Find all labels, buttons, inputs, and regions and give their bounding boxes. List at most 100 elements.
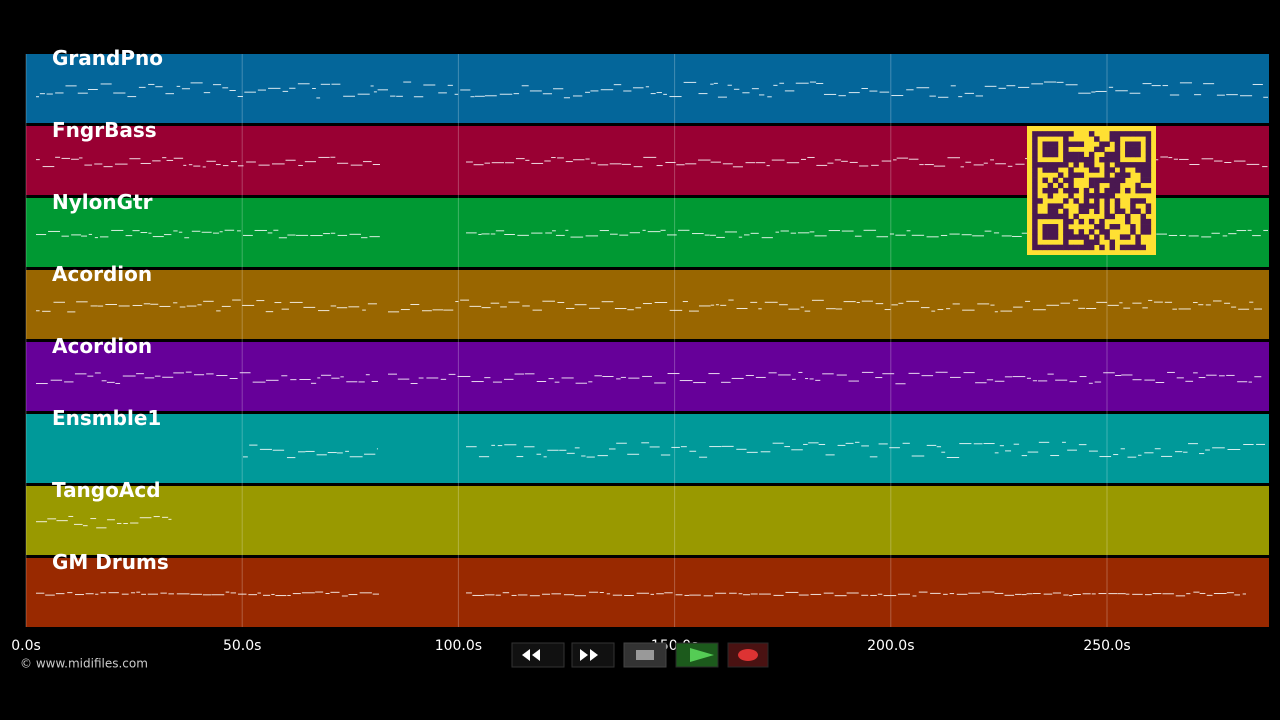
qr-cell — [1145, 131, 1152, 137]
qr-cell — [1052, 224, 1059, 230]
qr-cell — [1088, 244, 1095, 251]
qr-cell — [1032, 162, 1038, 168]
qr-cell — [1104, 193, 1110, 199]
qr-cell — [1042, 167, 1048, 173]
qr-cell — [1109, 193, 1116, 199]
qr-cell — [1047, 182, 1054, 189]
qr-cell — [1140, 177, 1146, 184]
qr-cell — [1094, 187, 1100, 194]
qr-cell — [1094, 234, 1100, 240]
qr-cell — [1114, 224, 1121, 230]
qr-cell — [1130, 146, 1136, 153]
qr-cell — [1094, 239, 1100, 245]
qr-cell — [1052, 162, 1059, 168]
qr-cell — [1068, 141, 1074, 147]
qr-cell — [1047, 131, 1054, 137]
qr-cell — [1068, 151, 1074, 158]
qr-cell — [1083, 208, 1090, 215]
qr-cell — [1140, 218, 1146, 225]
qr-cell — [1032, 151, 1038, 158]
qr-cell — [1057, 182, 1064, 189]
qr-cell — [1073, 156, 1079, 163]
qr-cell — [1032, 239, 1038, 245]
qr-cell — [1109, 131, 1116, 137]
qr-cell — [1140, 131, 1146, 137]
qr-cell — [1119, 167, 1126, 173]
qr-cell — [1032, 244, 1038, 251]
qr-cell — [1068, 218, 1074, 225]
track-name: FngrBass — [52, 118, 157, 142]
qr-cell — [1047, 146, 1054, 153]
qr-cell — [1052, 203, 1059, 209]
qr-cell — [1104, 167, 1110, 173]
qr-cell — [1130, 162, 1136, 168]
qr-cell — [1052, 146, 1059, 153]
qr-cell — [1063, 234, 1069, 240]
qr-cell — [1068, 244, 1074, 251]
qr-cell — [1052, 187, 1059, 194]
rewind-button[interactable] — [511, 642, 565, 668]
stop-button[interactable] — [623, 642, 667, 668]
qr-cell — [1114, 177, 1121, 184]
record-button[interactable] — [727, 642, 769, 668]
qr-cell — [1104, 177, 1110, 184]
qr-cell — [1063, 156, 1069, 163]
qr-cell — [1032, 224, 1038, 230]
qr-cell — [1135, 141, 1141, 147]
qr-cell — [1104, 187, 1110, 194]
qr-cell — [1063, 141, 1069, 147]
qr-cell — [1130, 229, 1136, 235]
forward-button[interactable] — [571, 642, 615, 668]
qr-cell — [1104, 208, 1110, 215]
qr-cell — [1063, 244, 1069, 251]
qr-cell — [1114, 131, 1121, 137]
qr-cell — [1078, 218, 1085, 225]
qr-cell — [1042, 177, 1048, 184]
qr-cell — [1088, 229, 1095, 235]
qr-cell — [1135, 131, 1141, 137]
play-button[interactable] — [675, 642, 719, 668]
qr-cell — [1047, 244, 1054, 251]
qr-cell — [1047, 213, 1054, 220]
qr-cell — [1083, 239, 1090, 245]
qr-cell — [1047, 193, 1054, 199]
qr-cell — [1083, 203, 1090, 209]
qr-cell — [1130, 244, 1136, 251]
qr-cell — [1042, 244, 1048, 251]
transport — [511, 642, 769, 668]
qr-cell — [1140, 198, 1146, 204]
qr-cell — [1145, 162, 1152, 168]
qr-cell — [1047, 208, 1054, 215]
qr-cell — [1073, 198, 1079, 204]
qr-cell — [1125, 218, 1131, 225]
qr-cell — [1145, 141, 1152, 147]
qr-cell — [1063, 208, 1069, 215]
qr-cell — [1032, 234, 1038, 240]
qr-cell — [1037, 162, 1043, 168]
qr-cell — [1114, 136, 1121, 142]
qr-cell — [1047, 234, 1054, 240]
qr-cell — [1088, 156, 1095, 163]
qr-cell — [1047, 224, 1054, 230]
time-label: 250.0s — [1083, 638, 1130, 654]
qr-cell — [1073, 187, 1079, 194]
qr-cell — [1094, 182, 1100, 189]
qr-cell — [1073, 151, 1079, 158]
track-band — [26, 414, 1269, 483]
qr-cell — [1063, 177, 1069, 184]
qr-cell — [1052, 177, 1059, 184]
qr-cell — [1119, 162, 1126, 168]
qr-cell — [1140, 162, 1146, 168]
qr-cell — [1145, 229, 1152, 235]
qr-cell — [1135, 167, 1141, 173]
qr-cell — [1068, 229, 1074, 235]
qr-cell — [1140, 244, 1146, 251]
time-label: 50.0s — [223, 638, 261, 654]
qr-cell — [1114, 187, 1121, 194]
qr-cell — [1140, 213, 1146, 220]
qr-cell — [1145, 156, 1152, 163]
qr-cell — [1052, 131, 1059, 137]
qr-cell — [1032, 208, 1038, 215]
qr-cell — [1042, 162, 1048, 168]
qr-cell — [1063, 131, 1069, 137]
